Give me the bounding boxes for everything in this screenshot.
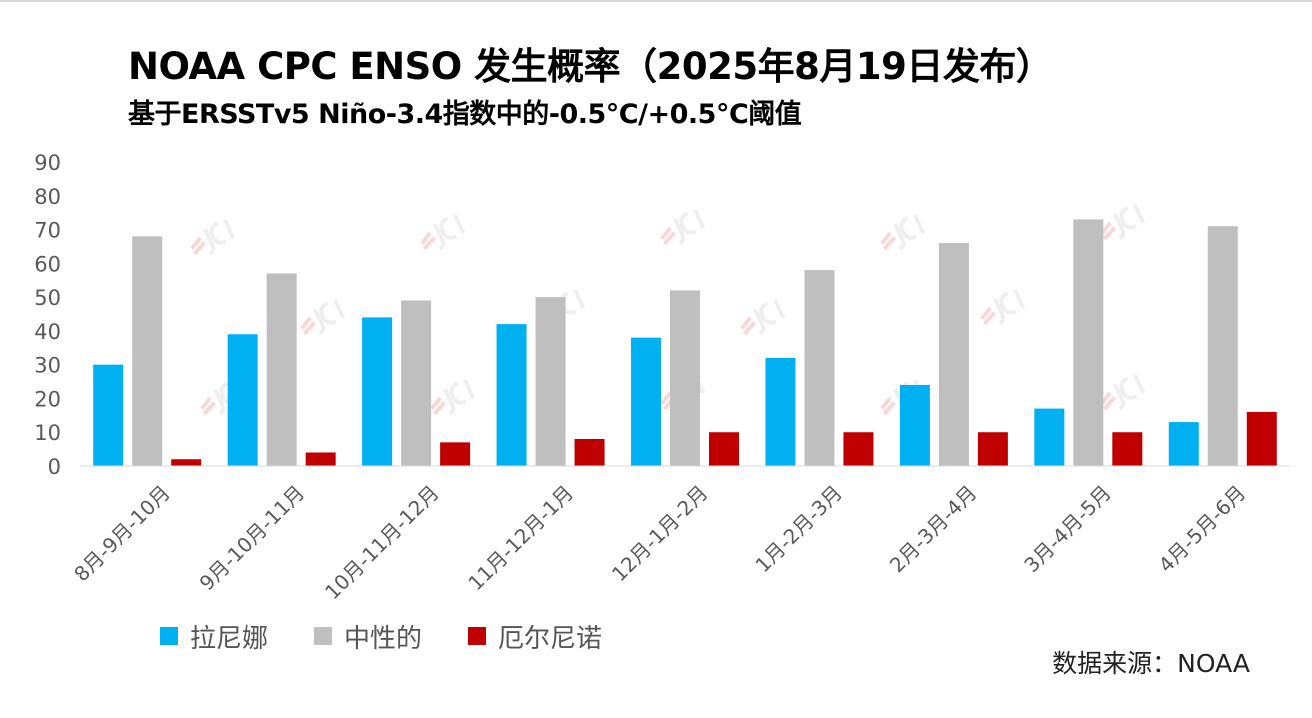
bar-el-nino-2 bbox=[440, 442, 471, 466]
data-source: 数据来源：NOAA bbox=[1052, 649, 1250, 678]
x-tick-label: 12月-1月-2月 bbox=[607, 481, 713, 587]
y-tick-label: 40 bbox=[34, 320, 61, 344]
y-tick-label: 80 bbox=[34, 185, 61, 209]
x-tick-label: 11月-12月-1月 bbox=[463, 481, 578, 596]
y-tick-label: 70 bbox=[34, 219, 61, 243]
bar-la-nina-6 bbox=[899, 384, 930, 466]
y-tick-label: 10 bbox=[34, 421, 61, 445]
legend-swatch-el-nino bbox=[468, 627, 487, 645]
watermark-stroke bbox=[300, 316, 317, 336]
bar-la-nina-7 bbox=[1034, 408, 1065, 466]
legend-label-la-nina: 拉尼娜 bbox=[190, 623, 269, 654]
bar-neutral-7 bbox=[1073, 219, 1104, 466]
bar-el-nino-0 bbox=[171, 459, 202, 466]
x-tick-label: 4月-5月-6月 bbox=[1154, 481, 1251, 578]
legend-item-neutral: 中性的 bbox=[314, 618, 422, 655]
watermark-stroke bbox=[740, 316, 757, 336]
x-tick-label: 10月-11月-12月 bbox=[320, 481, 444, 605]
bar-neutral-0 bbox=[132, 236, 163, 466]
y-tick-label: 0 bbox=[48, 455, 61, 479]
bar-el-nino-8 bbox=[1246, 411, 1277, 466]
watermark-stroke bbox=[430, 396, 447, 416]
legend-label-neutral: 中性的 bbox=[344, 623, 423, 654]
watermark-mark bbox=[430, 378, 476, 416]
x-axis: 8月-9月-10月 9月-10月-11月 10月-11月-12月 11月-12月-1月… bbox=[69, 465, 1290, 605]
x-tick-label: 2月-3月-4月 bbox=[885, 481, 982, 578]
bar-neutral-8 bbox=[1207, 226, 1238, 466]
y-tick-label: 90 bbox=[34, 151, 61, 175]
bar-neutral-2 bbox=[401, 300, 432, 466]
watermark-stroke bbox=[1113, 373, 1146, 411]
watermark-stroke bbox=[980, 306, 997, 326]
watermark-stroke bbox=[893, 213, 926, 251]
watermark-layer bbox=[190, 203, 1146, 416]
watermark-stroke bbox=[753, 298, 786, 336]
bar-neutral-4 bbox=[670, 290, 700, 466]
watermark-stroke bbox=[443, 378, 476, 416]
watermark-stroke bbox=[673, 208, 706, 246]
bar-la-nina-4 bbox=[631, 337, 661, 466]
watermark-mark bbox=[190, 218, 236, 256]
watermark-stroke bbox=[420, 231, 437, 251]
legend-swatch-neutral bbox=[314, 627, 333, 645]
watermark-stroke bbox=[203, 218, 236, 256]
bar-el-nino-4 bbox=[709, 432, 739, 466]
watermark-mark bbox=[740, 298, 786, 336]
watermark-stroke bbox=[880, 396, 897, 416]
top-border bbox=[0, 0, 1312, 2]
legend-item-el-nino: 厄尔尼诺 bbox=[468, 618, 602, 655]
watermark-stroke bbox=[993, 288, 1026, 326]
watermark-stroke bbox=[1113, 203, 1146, 241]
watermark-mark bbox=[660, 208, 706, 246]
bar-neutral-1 bbox=[266, 273, 297, 466]
watermark-mark bbox=[880, 213, 926, 251]
chart-subtitle: 基于ERSSTv5 Niño-3.4指数中的-0.5°C/+0.5°C阈值 bbox=[128, 99, 802, 130]
bar-la-nina-0 bbox=[93, 364, 124, 466]
x-tick-label: 9月-10月-11月 bbox=[195, 481, 310, 596]
bar-el-nino-1 bbox=[305, 452, 336, 466]
legend-item-la-nina: 拉尼娜 bbox=[160, 618, 268, 655]
y-tick-label: 50 bbox=[34, 286, 61, 310]
x-tick-label: 1月-2月-3月 bbox=[750, 481, 847, 578]
y-tick-label: 60 bbox=[34, 252, 61, 276]
legend: 拉尼娜 中性的 厄尔尼诺 bbox=[160, 618, 648, 654]
watermark-mark bbox=[1100, 373, 1146, 411]
watermark-mark bbox=[300, 298, 346, 336]
watermark-stroke bbox=[660, 226, 677, 246]
watermark-stroke bbox=[190, 236, 207, 256]
bar-neutral-5 bbox=[804, 270, 835, 466]
watermark-mark bbox=[1100, 203, 1146, 241]
bar-la-nina-3 bbox=[496, 324, 527, 466]
bar-el-nino-7 bbox=[1112, 432, 1143, 466]
bar-la-nina-8 bbox=[1168, 422, 1199, 466]
bar-la-nina-1 bbox=[227, 334, 258, 466]
y-axis: 0 10 20 30 40 50 60 70 80 90 bbox=[34, 151, 61, 479]
y-tick-label: 30 bbox=[34, 354, 61, 378]
bar-neutral-3 bbox=[535, 297, 566, 466]
bar-el-nino-3 bbox=[574, 438, 605, 466]
bars-layer bbox=[93, 219, 1277, 466]
watermark-stroke bbox=[880, 231, 897, 251]
chart-title: NOAA CPC ENSO 发生概率（2025年8月19日发布） bbox=[128, 45, 1053, 88]
watermark-stroke bbox=[200, 396, 217, 416]
legend-swatch-la-nina bbox=[160, 627, 178, 645]
x-tick-label: 8月-9月-10月 bbox=[69, 481, 175, 587]
watermark-stroke bbox=[313, 298, 346, 336]
watermark-stroke bbox=[433, 213, 466, 251]
bar-neutral-6 bbox=[938, 243, 969, 466]
bar-la-nina-2 bbox=[362, 317, 393, 466]
watermark-mark bbox=[980, 288, 1026, 326]
bar-el-nino-5 bbox=[843, 432, 874, 466]
watermark-mark bbox=[420, 213, 466, 251]
x-tick-label: 3月-4月-5月 bbox=[1019, 481, 1116, 578]
y-tick-label: 20 bbox=[34, 387, 61, 411]
bar-el-nino-6 bbox=[977, 432, 1008, 466]
bar-la-nina-5 bbox=[765, 357, 796, 466]
legend-label-el-nino: 厄尔尼诺 bbox=[498, 623, 603, 654]
